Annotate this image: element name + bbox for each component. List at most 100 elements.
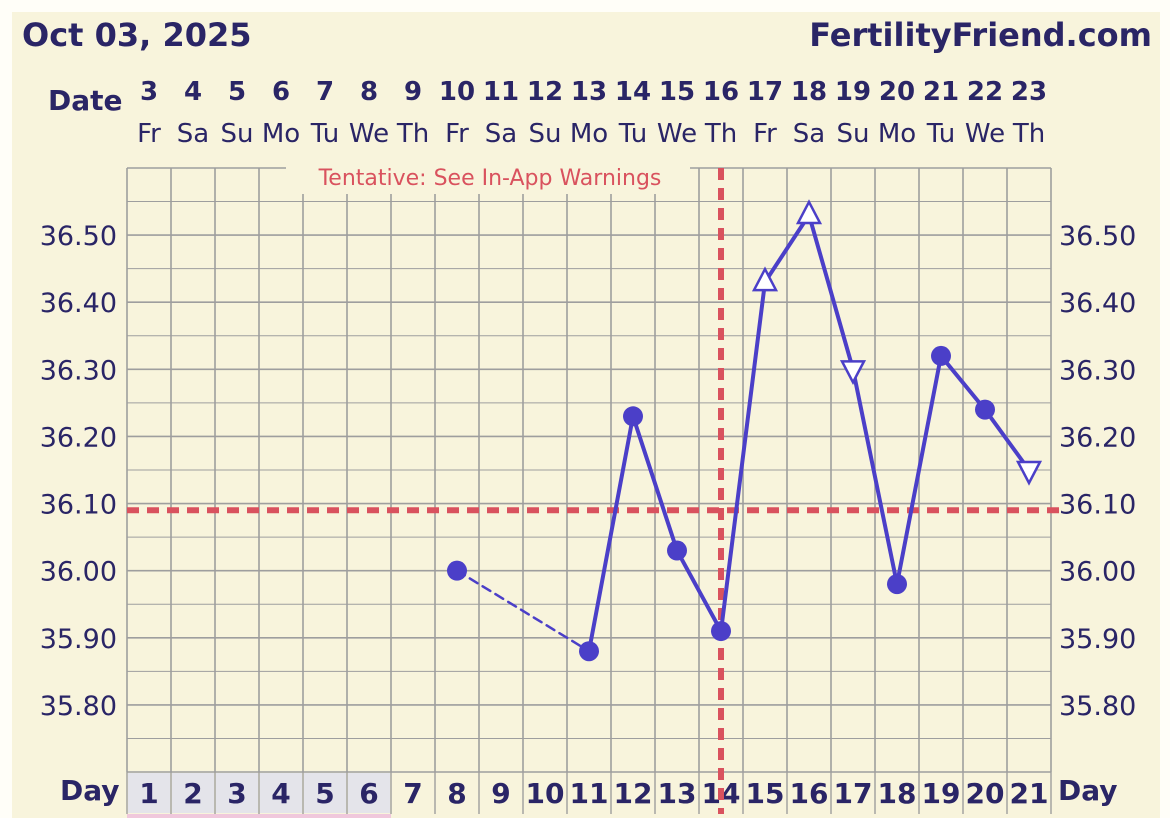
day-cell-marker xyxy=(347,814,391,818)
date-label: 23 xyxy=(1011,77,1047,107)
weekday-label: Fr xyxy=(445,119,469,149)
date-label: 19 xyxy=(835,77,871,107)
subtitle-backdrop xyxy=(286,162,690,194)
series-segment xyxy=(763,212,811,285)
coverline-layer xyxy=(127,168,1063,814)
temp-point-circle xyxy=(667,540,687,561)
cycle-day-label: 11 xyxy=(570,777,609,810)
series-segment xyxy=(675,548,723,634)
y-tick-label-left: 35.80 xyxy=(40,691,117,722)
y-tick-label-right: 36.00 xyxy=(1059,557,1136,588)
weekday-label: We xyxy=(965,119,1005,149)
cycle-day-label: 12 xyxy=(614,777,653,810)
date-label: 9 xyxy=(404,77,422,107)
day-cell-shaded xyxy=(304,773,346,813)
date-row-label: Date xyxy=(48,84,123,117)
cycle-day-label: 3 xyxy=(227,777,246,810)
y-tick-label-right: 35.80 xyxy=(1059,691,1136,722)
y-tick-label-right: 36.30 xyxy=(1059,355,1136,386)
date-label: 20 xyxy=(879,77,915,107)
day-cell-marker xyxy=(259,814,303,818)
weekday-label: Tu xyxy=(618,119,647,149)
temp-point-triangle-down xyxy=(839,360,867,386)
day-cell-shaded xyxy=(216,773,258,813)
weekday-label: Su xyxy=(221,119,254,149)
date-label: 14 xyxy=(615,77,651,107)
date-label: 18 xyxy=(791,77,827,107)
weekday-label: Mo xyxy=(570,119,608,149)
series-segment xyxy=(807,212,855,372)
temp-point-triangle-up xyxy=(751,266,779,292)
weekday-label: Sa xyxy=(485,119,517,149)
weekday-label: We xyxy=(349,119,389,149)
date-label: 10 xyxy=(439,77,475,107)
series-segment xyxy=(983,407,1031,472)
date-row: 3 4 5 6 7 8 9 10 11 12 13 14 15 16 17 18 19 20 21 22 23 Fr Sa S… xyxy=(137,77,1047,149)
date-label: 7 xyxy=(316,77,334,107)
day-cell-marker xyxy=(127,814,171,818)
y-tick-label-left: 36.10 xyxy=(40,490,117,521)
cycle-day-label: 4 xyxy=(271,777,290,810)
date-label: 3 xyxy=(140,77,158,107)
day-cell-marker xyxy=(215,814,259,818)
day-cell-shaded xyxy=(172,773,214,813)
cycle-day-label: 17 xyxy=(834,777,873,810)
cycle-day-label: 8 xyxy=(447,777,466,810)
date-label: 15 xyxy=(659,77,695,107)
cycle-day-label: 9 xyxy=(491,777,510,810)
weekday-label: We xyxy=(657,119,697,149)
date-label: 17 xyxy=(747,77,783,107)
series-segment xyxy=(851,367,899,587)
date-label: 4 xyxy=(184,77,202,107)
day-cell-shaded xyxy=(128,773,170,813)
weekday-label: Th xyxy=(396,119,429,149)
cycle-day-label: 2 xyxy=(183,777,202,810)
day-row-label-right: Day xyxy=(1058,774,1118,807)
series-segment xyxy=(939,353,987,412)
cycle-day-label: 10 xyxy=(526,777,565,810)
weekday-label: Tu xyxy=(310,119,339,149)
date-label: 13 xyxy=(571,77,607,107)
temp-point-circle xyxy=(931,345,951,366)
chart-date-title: Oct 03, 2025 xyxy=(22,16,252,54)
date-label: 16 xyxy=(703,77,739,107)
y-axis-ticks: 36.50 36.50 36.40 36.40 36.30 36.30 36.20 36.20… xyxy=(40,221,1137,722)
cycle-day-label: 6 xyxy=(359,777,378,810)
cycle-day-label: 18 xyxy=(878,777,917,810)
cycle-day-label: 16 xyxy=(790,777,829,810)
y-tick-label-left: 35.90 xyxy=(40,624,117,655)
temp-point-triangle-up xyxy=(795,199,823,225)
y-tick-label-left: 36.00 xyxy=(40,557,117,588)
cycle-day-label: 5 xyxy=(315,777,334,810)
series-segment xyxy=(895,353,943,587)
temp-point-circle xyxy=(975,399,995,420)
y-tick-label-left: 36.50 xyxy=(40,221,117,252)
series-segment xyxy=(587,414,635,654)
date-label: 5 xyxy=(228,77,246,107)
temp-point-circle xyxy=(711,621,731,642)
temp-point-triangle-down xyxy=(1015,460,1043,486)
weekday-label: Mo xyxy=(878,119,916,149)
series-segment xyxy=(719,280,767,634)
cycle-day-label: 13 xyxy=(658,777,697,810)
chart-panel xyxy=(12,12,1160,818)
day-cell-marker xyxy=(171,814,215,818)
weekday-label: Fr xyxy=(753,119,777,149)
y-tick-label-right: 36.10 xyxy=(1059,490,1136,521)
y-tick-label-left: 36.40 xyxy=(40,288,117,319)
y-tick-label-right: 36.50 xyxy=(1059,221,1136,252)
weekday-label: Su xyxy=(837,119,870,149)
cycle-day-label: 20 xyxy=(966,777,1005,810)
site-name: FertilityFriend.com xyxy=(809,16,1152,54)
date-label: 8 xyxy=(360,77,378,107)
cycle-day-label: 19 xyxy=(922,777,961,810)
weekday-label: Mo xyxy=(262,119,300,149)
weekday-label: Sa xyxy=(793,119,825,149)
weekday-label: Fr xyxy=(137,119,161,149)
weekday-label: Th xyxy=(1012,119,1045,149)
y-tick-label-right: 35.90 xyxy=(1059,624,1136,655)
cycle-day-label: 21 xyxy=(1010,777,1049,810)
series-segment-dashed xyxy=(455,569,591,653)
